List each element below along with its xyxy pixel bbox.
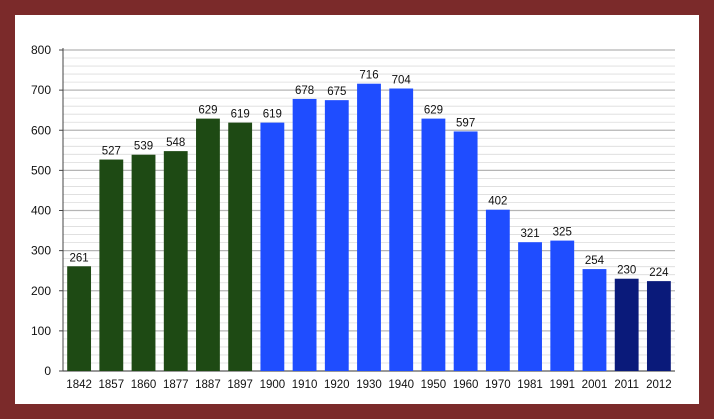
data-label: 325 bbox=[553, 227, 572, 239]
bar bbox=[389, 88, 414, 372]
data-label: 619 bbox=[231, 109, 250, 121]
bar bbox=[646, 281, 671, 371]
bar-chart: 0 100 200 300 400 500 600 700 800 261 1842 527 1857 5… bbox=[31, 43, 675, 391]
y-tick-label: 400 bbox=[31, 204, 51, 218]
x-tick-label: 1991 bbox=[549, 379, 575, 391]
bar bbox=[324, 100, 349, 371]
data-label: 402 bbox=[488, 196, 507, 208]
y-tick-label: 300 bbox=[31, 244, 51, 258]
data-label: 704 bbox=[392, 75, 412, 87]
x-tick-label: 2011 bbox=[614, 379, 639, 391]
bar bbox=[421, 118, 446, 372]
x-tick-label: 1887 bbox=[195, 379, 221, 391]
y-tick-label: 100 bbox=[31, 324, 51, 338]
bar bbox=[99, 159, 124, 371]
data-label: 675 bbox=[327, 86, 346, 98]
data-label: 321 bbox=[520, 228, 539, 240]
x-tick-label: 1960 bbox=[453, 379, 479, 391]
x-tick-label: 1970 bbox=[485, 379, 511, 391]
x-tick-label: 1900 bbox=[260, 379, 286, 391]
bar bbox=[260, 122, 285, 371]
chart-panel: 0 100 200 300 400 500 600 700 800 261 1842 527 1857 5… bbox=[15, 15, 699, 404]
x-tick-label: 1857 bbox=[99, 379, 125, 391]
x-tick-label: 1897 bbox=[227, 379, 253, 391]
data-label: 597 bbox=[456, 117, 475, 129]
bar bbox=[228, 122, 253, 371]
x-tick-label: 1930 bbox=[356, 379, 382, 391]
bar bbox=[550, 240, 575, 371]
bar bbox=[614, 278, 639, 371]
data-label: 230 bbox=[617, 265, 636, 277]
data-label: 539 bbox=[134, 141, 153, 153]
y-tick-label: 700 bbox=[31, 83, 51, 97]
data-label: 629 bbox=[424, 105, 443, 117]
bar bbox=[453, 131, 478, 371]
x-tick-label: 1940 bbox=[388, 379, 414, 391]
bar bbox=[131, 154, 156, 371]
y-tick-label: 500 bbox=[31, 163, 51, 177]
data-label: 254 bbox=[585, 255, 605, 267]
bar bbox=[196, 118, 220, 372]
x-tick-label: 1920 bbox=[324, 379, 350, 391]
x-tick-label: 1842 bbox=[66, 379, 92, 391]
data-label: 629 bbox=[198, 105, 217, 117]
data-label: 548 bbox=[166, 137, 185, 149]
data-label: 527 bbox=[102, 146, 121, 158]
data-label: 619 bbox=[263, 109, 282, 121]
bar bbox=[485, 209, 510, 371]
x-tick-label: 1910 bbox=[292, 379, 318, 391]
y-tick-label: 200 bbox=[31, 284, 51, 298]
bar bbox=[67, 266, 92, 371]
x-tick-label: 1860 bbox=[131, 379, 157, 391]
y-tick-label: 600 bbox=[31, 123, 51, 137]
data-label: 716 bbox=[359, 70, 378, 82]
bar bbox=[357, 83, 381, 371]
bar bbox=[582, 269, 607, 371]
y-tick-label: 0 bbox=[44, 364, 51, 378]
x-tick-label: 1877 bbox=[163, 379, 189, 391]
x-tick-label: 1950 bbox=[421, 379, 447, 391]
x-tick-label: 1981 bbox=[517, 379, 543, 391]
data-label: 678 bbox=[295, 85, 314, 97]
bar bbox=[292, 98, 317, 371]
bar bbox=[518, 242, 542, 371]
x-tick-label: 2001 bbox=[582, 379, 608, 391]
data-label: 224 bbox=[649, 267, 669, 279]
data-label: 261 bbox=[70, 252, 89, 264]
bar bbox=[163, 151, 188, 371]
y-tick-label: 800 bbox=[31, 43, 51, 57]
x-tick-label: 2012 bbox=[646, 379, 672, 391]
